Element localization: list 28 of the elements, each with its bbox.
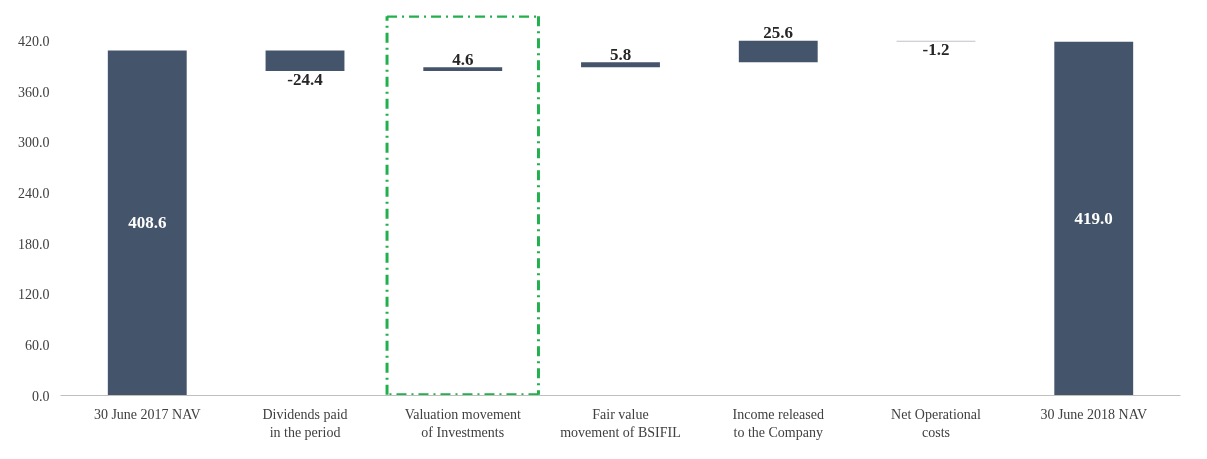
x-tick-label: Net Operational costs [891,406,981,440]
bar [581,62,660,68]
y-tick-label: 240.0 [18,185,50,201]
data-label: 25.6 [763,23,794,43]
x-tick-label: 30 June 2017 NAV [93,406,201,422]
y-tick-label: 0.0 [32,388,50,404]
y-tick-label: 180.0 [18,236,50,252]
bar [265,50,345,72]
data-label: -24.4 [287,69,324,89]
data-label: 4.6 [452,49,474,69]
data-label: 408.6 [128,213,167,233]
x-tick-label: 30 June 2018 NAV [1040,406,1148,422]
x-tick-label: Income released to the Company [732,406,824,440]
x-tick-label: Valuation movement of Investments [404,406,521,440]
x-tick-label: Dividends paid in the period [262,406,348,440]
data-label: 419.0 [1074,209,1113,229]
y-tick-label: 420.0 [18,33,50,49]
y-tick-label: 360.0 [18,84,50,100]
bar [738,40,818,63]
bar [1054,41,1134,396]
bar [107,50,187,396]
data-label: 5.8 [609,44,632,64]
y-tick-label: 60.0 [25,337,50,353]
x-tick-label: Fair value movement of BSIFIL [560,406,681,440]
y-tick-label: 300.0 [18,135,50,151]
data-label: -1.2 [922,40,950,60]
y-tick-label: 120.0 [18,287,50,303]
bar [423,67,503,72]
